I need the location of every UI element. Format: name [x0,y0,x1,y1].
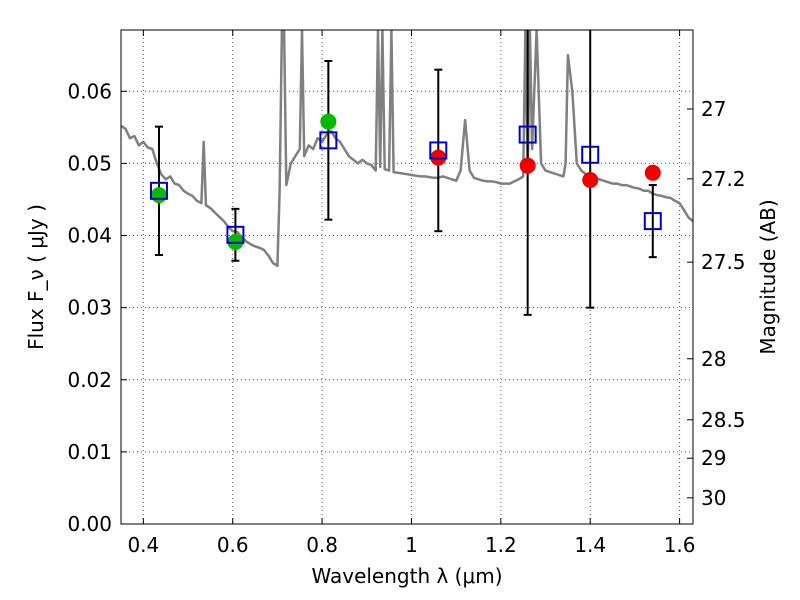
model-point-square [581,145,600,164]
axis-ticks: 0.4 0.6 0.8 1 1.2 1.4 1.6 0.00 0.01 0.02 0.03 0.04 0… [67,30,746,557]
spectrum-series [121,30,693,268]
y-tick-label: 0.05 [67,151,112,175]
x-tick-label: 1 [405,533,418,557]
y-tick-label: 0.04 [67,224,112,248]
model-point-square [319,131,338,150]
y-tick-label: 0.03 [67,296,112,320]
model-point-square [226,225,245,244]
observed-point-green [320,113,337,130]
right-tick-label: 28.5 [701,408,746,432]
x-tick-label: 0.4 [127,533,159,557]
x-tick-label: 1.6 [664,533,696,557]
model-point-square [149,181,168,200]
model-point-square [429,141,448,160]
y-tick-label: 0.06 [67,79,112,103]
grid-lines [121,30,693,525]
points-series [149,113,662,251]
errorbar-series [154,30,657,316]
plot-frame [120,29,694,525]
spectrum-line [121,30,693,268]
right-tick-label: 27.5 [701,250,746,274]
x-tick-label: 1.4 [574,533,606,557]
model-point-square [518,125,537,144]
right-tick-label: 27.2 [701,167,746,191]
right-tick-label: 29 [701,446,726,470]
model-point-square [643,212,662,231]
x-tick-label: 0.6 [217,533,249,557]
x-axis-label: Wavelength λ (μm) [311,564,502,588]
y-axis-label-left: Flux F_ν ( μJy ) [24,204,48,350]
y-tick-label: 0.00 [67,512,112,536]
y-tick-label: 0.02 [67,368,112,392]
right-tick-label: 27 [701,97,726,121]
observed-point-red [644,164,661,181]
right-tick-label: 30 [701,486,726,510]
x-tick-label: 0.8 [306,533,338,557]
y-tick-label: 0.01 [67,440,112,464]
observed-point-red [519,157,536,174]
y-axis-label-right: Magnitude (AB) [756,199,780,354]
observed-point-red [582,172,599,189]
right-tick-label: 28 [701,347,726,371]
x-tick-label: 1.2 [485,533,517,557]
observed-point-green [150,187,167,204]
